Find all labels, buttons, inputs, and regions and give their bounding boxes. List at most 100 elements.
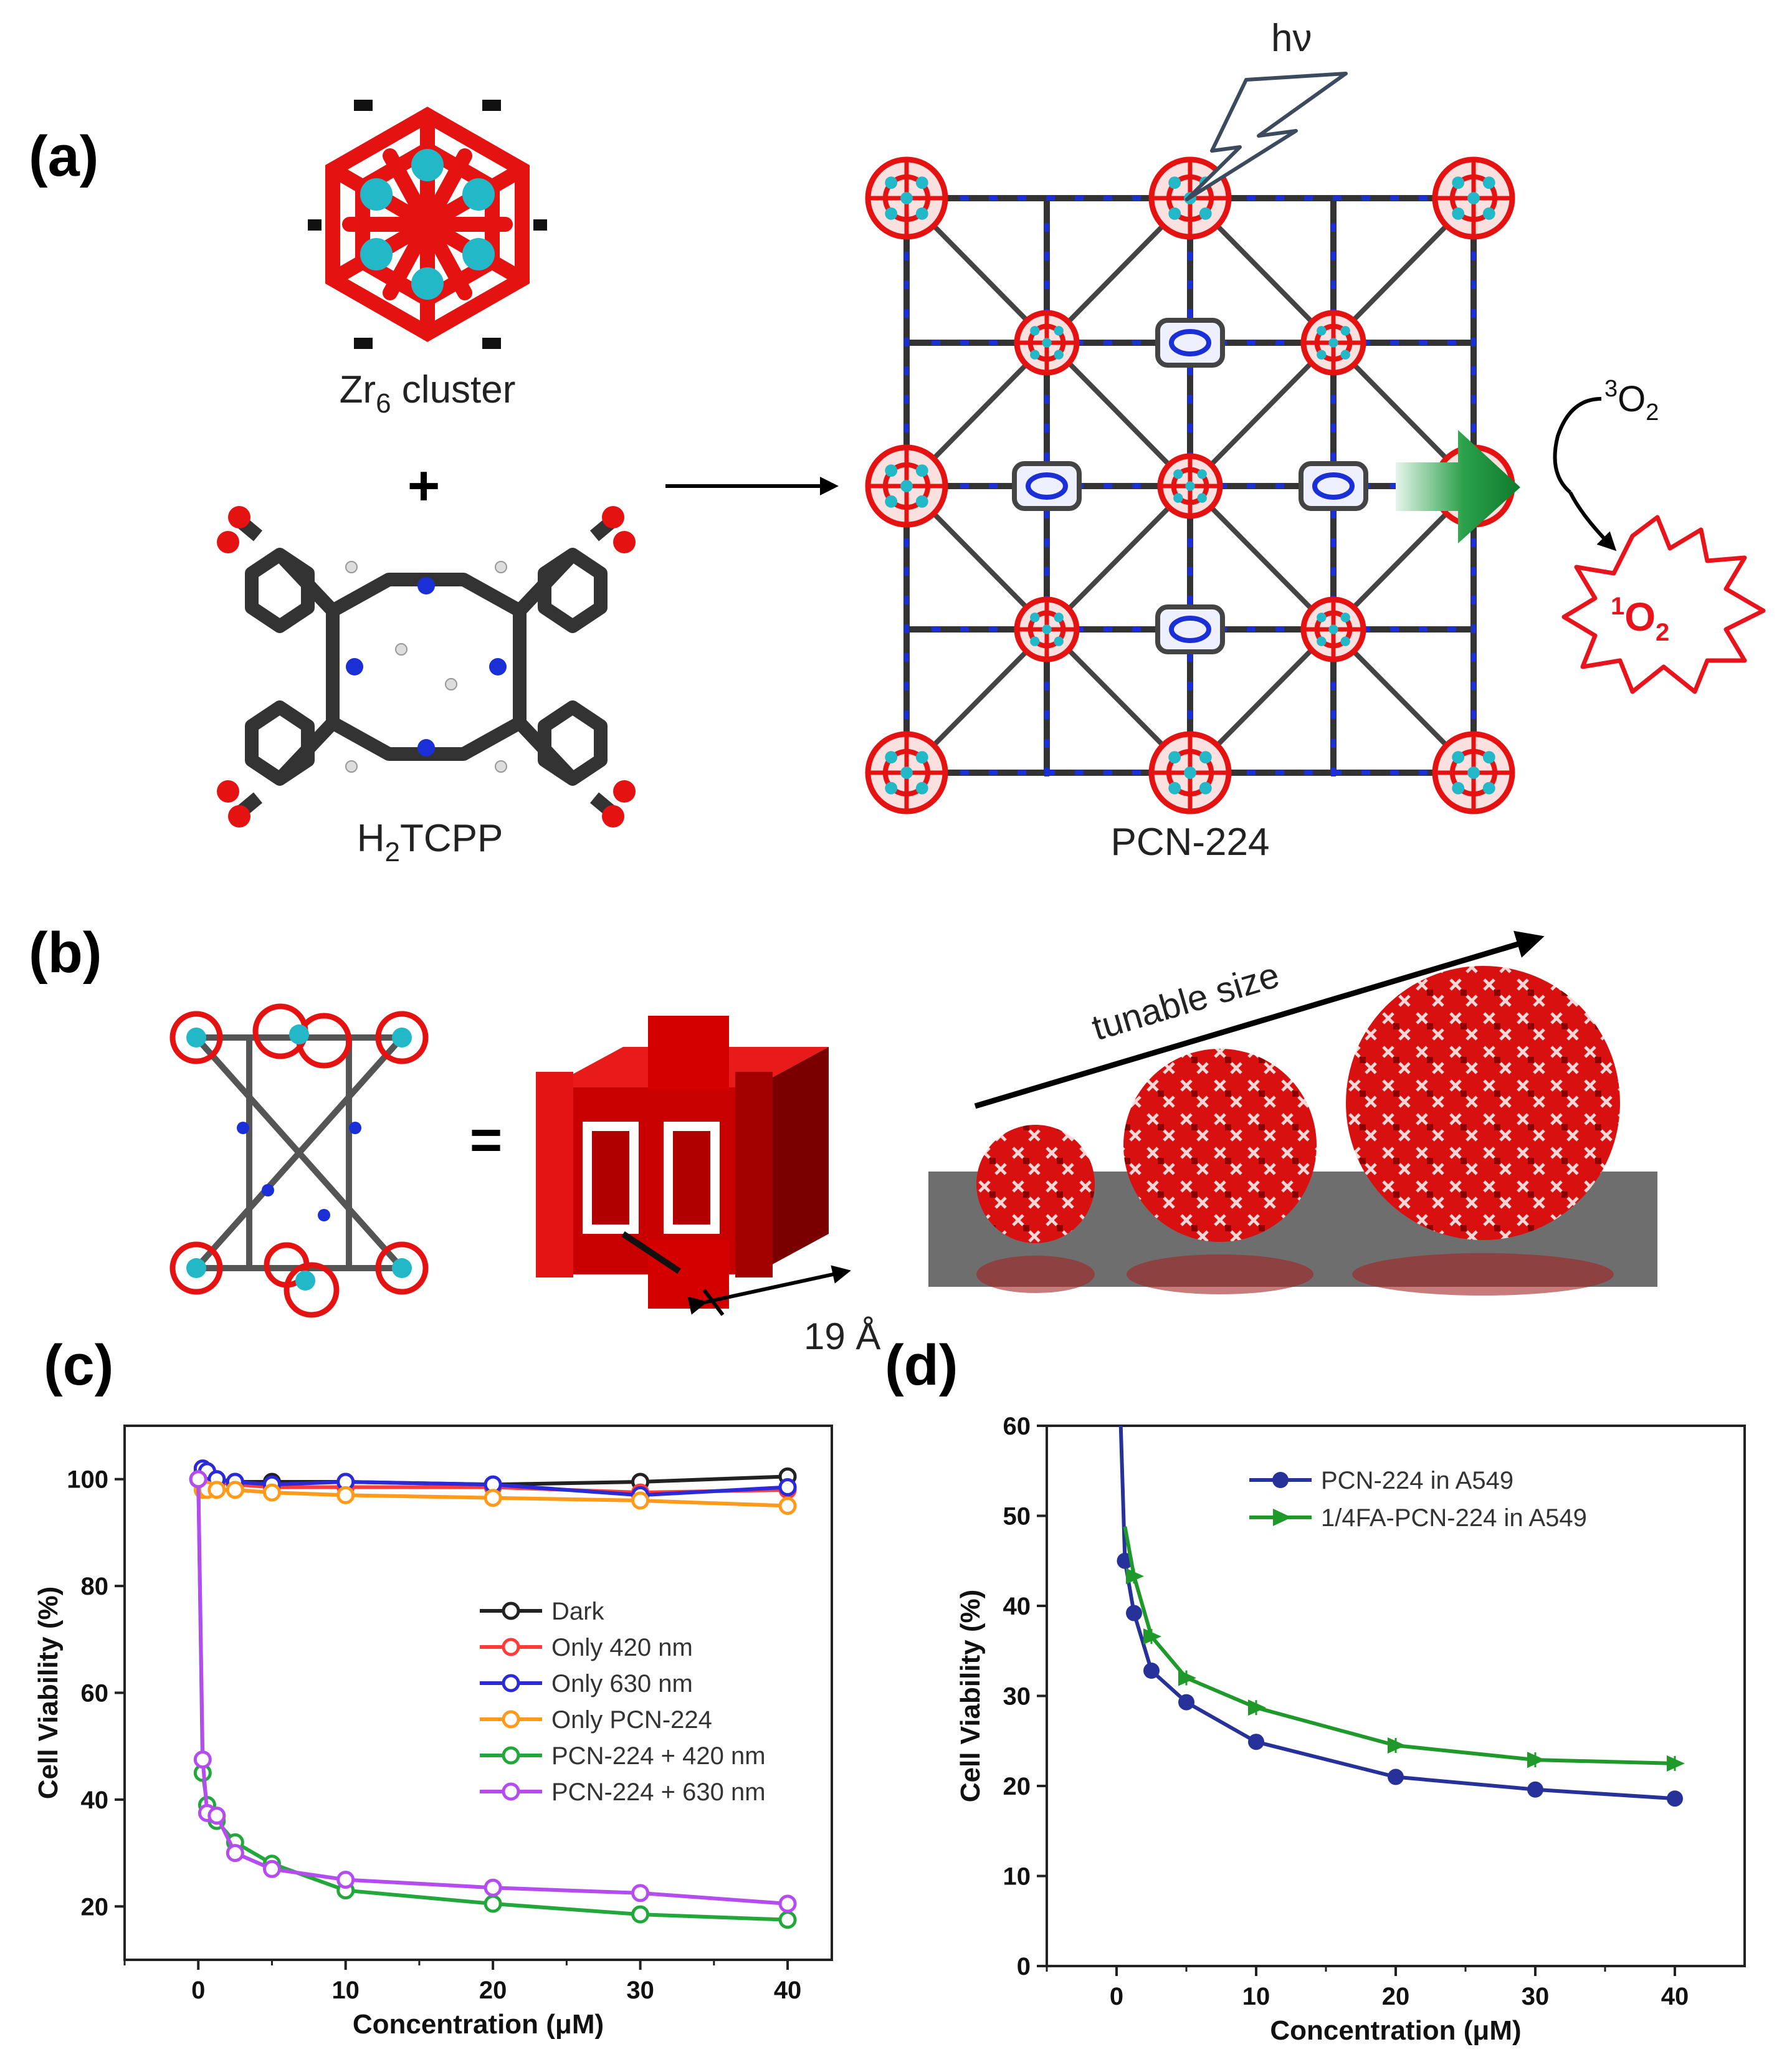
y-tick-label: 40 bbox=[81, 1787, 109, 1814]
x-tick-label: 10 bbox=[1242, 1983, 1270, 2010]
data-point bbox=[189, 1470, 207, 1489]
panel-a: (a) Zr6 cluster + bbox=[29, 17, 1766, 867]
series-line bbox=[196, 1479, 788, 1922]
panel-b: (b) = bbox=[29, 921, 1657, 1357]
h2tcpp-linker-structure bbox=[217, 506, 636, 828]
x-tick-label: 0 bbox=[1110, 1983, 1123, 2010]
nanoparticle-medium bbox=[1123, 1049, 1317, 1294]
legend-marker bbox=[502, 1710, 520, 1729]
zr6-cluster-caption: Zr6 cluster bbox=[340, 368, 516, 419]
zr6-node bbox=[1300, 310, 1366, 376]
tunable-size-label: tunable size bbox=[1087, 955, 1284, 1049]
data-point bbox=[1388, 1737, 1406, 1754]
pcn-224-caption: PCN-224 bbox=[1111, 821, 1270, 864]
data-point bbox=[778, 1497, 797, 1516]
legend: Dark Only 420 nm Only 630 nm Only PCN-224 PC… bbox=[480, 1598, 766, 1806]
data-point bbox=[336, 1870, 355, 1889]
data-point bbox=[1126, 1605, 1142, 1621]
zr6-node bbox=[865, 731, 948, 814]
data-point bbox=[262, 1483, 281, 1502]
data-point bbox=[1527, 1752, 1545, 1769]
porphyrin-unit bbox=[1155, 604, 1225, 654]
legend-entry: Only 420 nm bbox=[551, 1634, 693, 1661]
data-point bbox=[778, 1911, 797, 1929]
series-2 bbox=[1123, 1526, 1685, 1772]
y-tick-label: 10 bbox=[1003, 1863, 1031, 1891]
data-point bbox=[1667, 1790, 1683, 1807]
data-point bbox=[193, 1750, 212, 1769]
porphyrin-unit bbox=[1299, 461, 1368, 511]
y-tick-label: 80 bbox=[81, 1573, 109, 1600]
data-point bbox=[631, 1905, 650, 1924]
conversion-curve-bottom bbox=[1568, 491, 1617, 551]
series-line bbox=[1123, 1526, 1675, 1765]
zr6-node bbox=[1432, 156, 1515, 240]
legend-entry: Only 630 nm bbox=[551, 1670, 693, 1697]
panel-a-label: (a) bbox=[29, 125, 98, 188]
zr6-cluster-structure bbox=[308, 100, 547, 349]
data-point bbox=[336, 1486, 355, 1504]
y-tick-label: 100 bbox=[67, 1466, 108, 1494]
equals-sign: = bbox=[470, 1109, 503, 1172]
y-tick-label: 30 bbox=[1003, 1683, 1031, 1711]
conversion-curve-top bbox=[1553, 397, 1602, 494]
porphyrin-unit bbox=[1012, 461, 1082, 511]
plus-sign: + bbox=[407, 455, 441, 517]
legend-entry: 1/4FA-PCN-224 in A549 bbox=[1321, 1504, 1587, 1532]
data-point bbox=[1126, 1568, 1144, 1585]
zr6-node bbox=[865, 444, 948, 528]
panel-d: (d) 0 10 20 30 40 0 10 20 30 40 50 60 Concentration … bbox=[885, 1334, 1746, 2046]
triplet-oxygen-label: 3O2 bbox=[1604, 376, 1659, 426]
legend-entry: Dark bbox=[551, 1598, 604, 1625]
data-point bbox=[484, 1489, 502, 1507]
x-axis-label: Concentration (μM) bbox=[1270, 2015, 1521, 2046]
data-point bbox=[262, 1859, 281, 1878]
zr6-node bbox=[1014, 310, 1080, 376]
data-point bbox=[207, 1807, 226, 1825]
legend-entry: Only PCN-224 bbox=[551, 1706, 712, 1734]
y-axis-label: Cell Viability (%) bbox=[33, 1587, 64, 1800]
panel-c: (c) 0 10 20 30 40 20 40 60 80 100 Concentration (μ… bbox=[33, 1334, 833, 2040]
zr6-node bbox=[1157, 453, 1223, 519]
data-point bbox=[484, 1878, 502, 1897]
data-point bbox=[1178, 1669, 1196, 1686]
zr6-node bbox=[1014, 596, 1080, 662]
y-tick-label: 50 bbox=[1003, 1503, 1031, 1530]
chart-c: 0 10 20 30 40 20 40 60 80 100 Concentration (μM) Ce… bbox=[33, 1425, 833, 2040]
data-point bbox=[226, 1844, 244, 1863]
singlet-oxygen-label: 1O2 bbox=[1611, 593, 1669, 646]
y-tick-label: 0 bbox=[1017, 1953, 1031, 1980]
nanoparticle-small bbox=[976, 1125, 1095, 1293]
y-tick-label: 20 bbox=[81, 1893, 109, 1921]
legend-marker bbox=[502, 1782, 520, 1801]
x-tick-label: 20 bbox=[479, 1977, 507, 2004]
x-tick-label: 40 bbox=[1661, 1983, 1689, 2010]
y-axis-label: Cell Viability (%) bbox=[955, 1590, 986, 1803]
zr6-node bbox=[1432, 731, 1515, 814]
zr6-node bbox=[1148, 731, 1232, 814]
y-tick-label: 20 bbox=[1003, 1773, 1031, 1800]
y-tick-label: 60 bbox=[1003, 1413, 1031, 1440]
zr6-node bbox=[865, 156, 948, 240]
pore-size-label: 19 Å bbox=[804, 1315, 880, 1357]
legend-marker bbox=[502, 1674, 520, 1692]
legend: PCN-224 in A549 1/4FA-PCN-224 in A549 bbox=[1249, 1467, 1587, 1532]
data-point bbox=[1143, 1628, 1161, 1645]
data-point bbox=[1527, 1781, 1543, 1798]
porphyrin-unit bbox=[1155, 318, 1225, 368]
x-tick-label: 20 bbox=[1382, 1983, 1410, 2010]
pcn-224-cage-fragment bbox=[169, 1003, 429, 1318]
x-tick-label: 0 bbox=[191, 1977, 205, 2004]
plot-frame bbox=[123, 1425, 833, 1961]
legend-marker bbox=[1273, 1509, 1292, 1526]
series-5 bbox=[189, 1470, 797, 1929]
data-point bbox=[1248, 1699, 1266, 1716]
panel-c-label: (c) bbox=[44, 1334, 113, 1397]
h2tcpp-caption: H2TCPP bbox=[357, 817, 503, 867]
light-label: hν bbox=[1271, 17, 1312, 60]
legend-marker bbox=[502, 1638, 520, 1656]
lightning-bolt-icon bbox=[1185, 72, 1348, 201]
data-point bbox=[1178, 1694, 1194, 1711]
data-point bbox=[1248, 1734, 1264, 1750]
panel-d-label: (d) bbox=[885, 1334, 958, 1397]
